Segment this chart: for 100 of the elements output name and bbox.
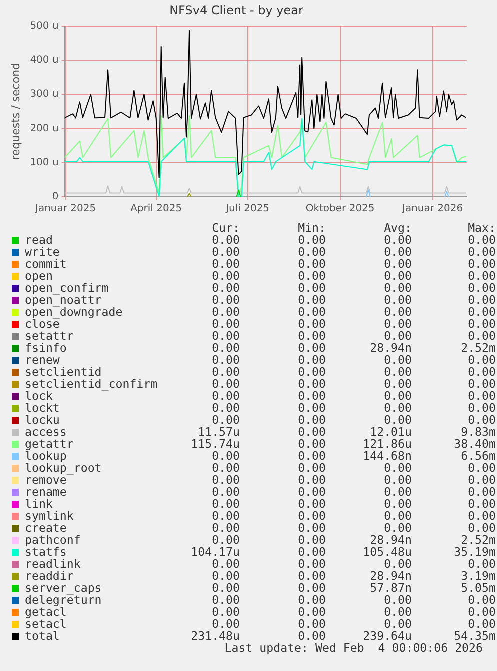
text: 0.00 [297, 629, 326, 643]
text: 0.00 [211, 353, 240, 367]
legend-label: access [25, 425, 68, 439]
text: 0.00 [211, 389, 240, 403]
text: 0.00 [297, 377, 326, 391]
text: 0.00 [297, 317, 326, 331]
text: 5.05m [460, 581, 496, 595]
legend-label: server_caps [25, 581, 103, 595]
text: 0.00 [211, 605, 240, 619]
text: 0.00 [211, 257, 240, 271]
text: 0.00 [297, 413, 326, 427]
legend-label: pathconf [25, 533, 82, 547]
text: 0.00 [297, 281, 326, 295]
text: 0.00 [467, 317, 496, 331]
text: 0.00 [467, 305, 496, 319]
text: 0.00 [297, 581, 326, 595]
text: 0.00 [297, 617, 326, 631]
text: 9.83m [460, 425, 496, 439]
legend-label: locku [25, 413, 61, 427]
text: 0.00 [383, 593, 412, 607]
text: 0.00 [383, 521, 412, 535]
legend-label: readlink [25, 557, 82, 571]
text: 11.57u [197, 425, 240, 439]
legend-label: readdir [25, 569, 75, 583]
text: 0.00 [297, 353, 326, 367]
text: 0.00 [297, 509, 326, 523]
text: 0.00 [297, 533, 326, 547]
text: 0.00 [383, 605, 412, 619]
text: 104.17u [190, 545, 240, 559]
text: 0.00 [383, 269, 412, 283]
legend-label: getattr [25, 437, 75, 451]
x-tick-label: Januar 2026 [402, 204, 464, 215]
text: 0.00 [467, 461, 496, 475]
text: 0.00 [211, 269, 240, 283]
text: 0.00 [211, 365, 240, 379]
text: 0.00 [297, 305, 326, 319]
text: 0.00 [211, 533, 240, 547]
text: Cur: [211, 221, 240, 235]
legend-label: link [25, 497, 54, 511]
legend-label: total [25, 629, 61, 643]
text: 0.00 [383, 413, 412, 427]
text: 38.40m [453, 437, 496, 451]
x-tick-label: Oktober 2025 [306, 204, 375, 215]
legend-label: write [25, 245, 61, 259]
text: Avg: [383, 221, 412, 235]
legend-label: create [25, 521, 67, 535]
text: 0.00 [297, 269, 326, 283]
text: 0.00 [211, 233, 240, 247]
text: 0.00 [211, 485, 240, 499]
text: 0.00 [297, 557, 326, 571]
text: 0.00 [297, 293, 326, 307]
text: 0.00 [297, 365, 326, 379]
text: 0.00 [383, 293, 412, 307]
text: 28.94n [369, 533, 412, 547]
text: Max: [467, 221, 496, 235]
x-tick-label: Januar 2025 [34, 204, 96, 215]
text: 0.00 [383, 473, 412, 487]
legend-label: open_confirm [25, 281, 110, 295]
legend-label: lookup_root [25, 461, 103, 475]
text: 0.00 [211, 509, 240, 523]
text: 0.00 [297, 341, 326, 355]
text: 0.00 [211, 305, 240, 319]
text: Last update: Wed Feb 4 00:00:06 2026 [224, 641, 483, 655]
text: 0.00 [297, 521, 326, 535]
legend-label: open [25, 269, 54, 283]
y-tick-label: 500 u [30, 20, 59, 32]
x-tick-label: April 2025 [130, 204, 182, 215]
y-tick-label: 200 u [30, 123, 59, 134]
text: 0.00 [467, 593, 496, 607]
legend-label: renew [25, 353, 61, 367]
text: 0.00 [383, 617, 412, 631]
text: 0.00 [297, 497, 326, 511]
chart-title: NFSv4 Client - by year [170, 3, 304, 18]
text: 0.00 [211, 413, 240, 427]
x-tick-label: Juli 2025 [225, 204, 270, 215]
y-axis-title: requests / second [9, 62, 22, 160]
text: 0.00 [467, 233, 496, 247]
text: 0.00 [211, 497, 240, 511]
text: 0.00 [297, 545, 326, 559]
text: 0.00 [211, 281, 240, 295]
text: 0.00 [383, 281, 412, 295]
text: 0.00 [297, 257, 326, 271]
text: 0.00 [467, 557, 496, 571]
y-tick-label: 300 u [30, 89, 59, 100]
text: 0.00 [297, 233, 326, 247]
text: 105.48u [362, 545, 412, 559]
text: 3.19m [460, 569, 496, 583]
text: 0.00 [211, 293, 240, 307]
text: 0.00 [467, 605, 496, 619]
text: 0.00 [467, 485, 496, 499]
text: 28.94n [369, 341, 412, 355]
legend-label: read [25, 233, 54, 247]
legend-label: getacl [25, 605, 67, 619]
y-tick-label: 0 [52, 192, 59, 203]
text: 0.00 [297, 569, 326, 583]
text: 0.00 [211, 317, 240, 331]
text: 0.00 [297, 329, 326, 343]
text: 0.00 [211, 593, 240, 607]
text: 0.00 [383, 305, 412, 319]
text: 0.00 [211, 521, 240, 535]
